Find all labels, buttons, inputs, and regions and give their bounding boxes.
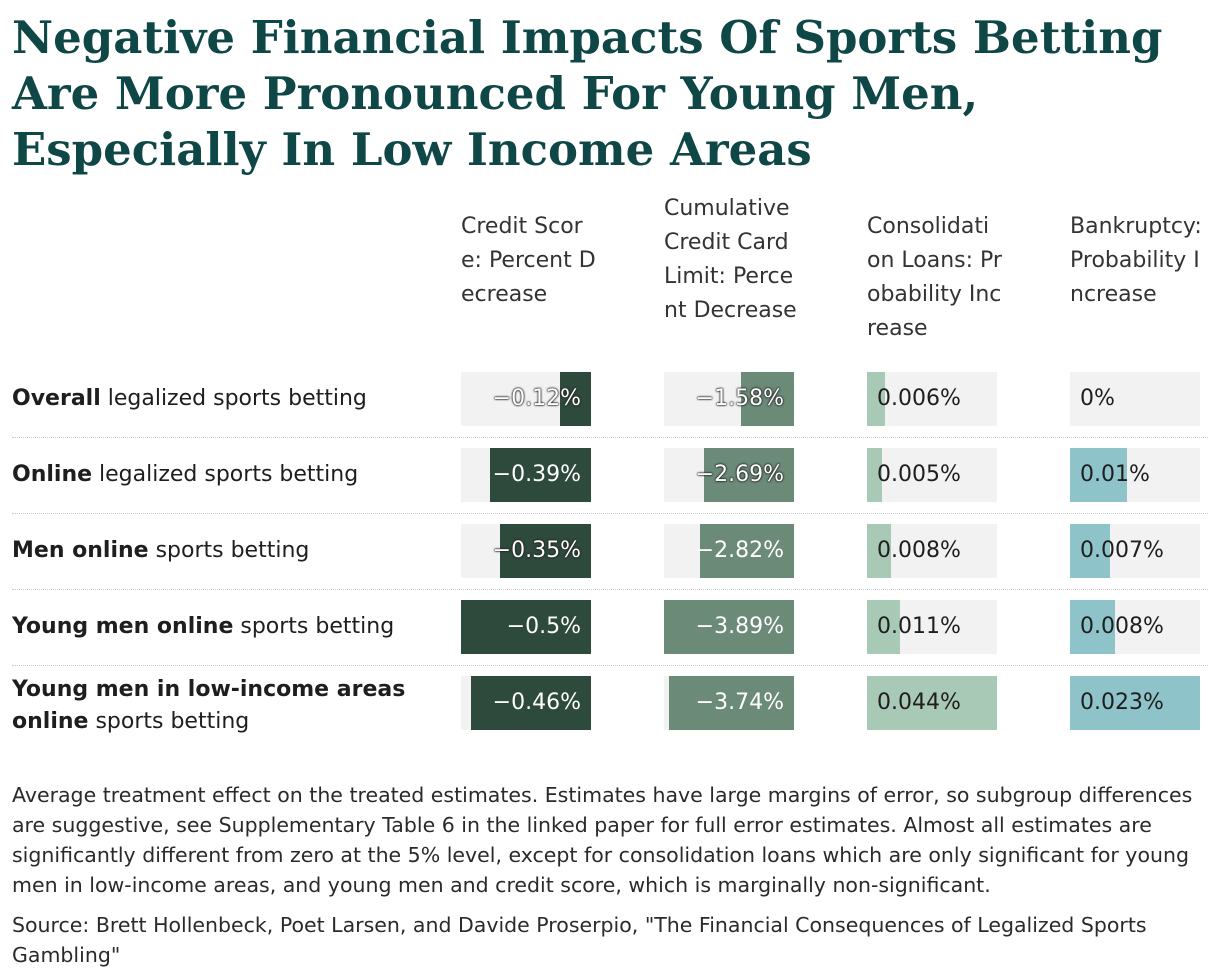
value-label: 0.01% [1080,462,1150,487]
source-note: Source: Brett Hollenbeck, Poet Larsen, a… [12,913,1147,967]
bar-credit_limit [704,448,794,502]
row-label-bold: Men online [12,538,149,563]
value-label: −1.58% [695,386,784,411]
row-label: Men online sports betting [12,535,452,567]
bar-credit_score [490,448,591,502]
cell-bankruptcy: 0.008% [1070,600,1200,654]
cell-credit_limit: −3.89% [664,600,794,654]
value-label: −0.46% [492,690,581,715]
cell-credit_score: −0.39% [461,448,591,502]
value-label: −2.69% [695,462,784,487]
cell-consolidation: 0.011% [867,600,997,654]
bar-credit_limit [741,372,794,426]
cell-bankruptcy: 0% [1070,372,1200,426]
bar-consolidation [867,600,900,654]
row-label-rest: sports betting [148,538,310,563]
cell-credit_limit: −2.82% [664,524,794,578]
value-label: 0% [1080,386,1115,411]
cell-credit_score: −0.46% [461,676,591,730]
cell-credit_limit: −1.58% [664,372,794,426]
bar-credit_score [461,600,591,654]
cell-credit_score: −0.35% [461,524,591,578]
row-separator [12,437,1208,438]
value-label: 0.007% [1080,538,1164,563]
cell-credit_limit: −2.69% [664,448,794,502]
row-label: Overall legalized sports betting [12,383,452,415]
row-label-bold: Overall [12,386,101,411]
row-separator [12,513,1208,514]
value-label: −0.5% [506,614,581,639]
row-label-bold: Online [12,462,93,487]
row-label-bold: Young men online [12,614,234,639]
value-label: −0.12% [492,386,581,411]
value-label: 0.005% [877,462,961,487]
row-label-rest: sports betting [88,709,250,734]
column-header-credit-score: Credit Score: Percent Decrease [461,214,596,307]
cell-consolidation: 0.005% [867,448,997,502]
bar-bankruptcy [1070,600,1115,654]
row-label-rest: sports betting [233,614,395,639]
cell-bankruptcy: 0.007% [1070,524,1200,578]
value-label: 0.011% [877,614,961,639]
cell-bankruptcy: 0.01% [1070,448,1200,502]
row-label: Young men online sports betting [12,611,452,643]
row-label: Online legalized sports betting [12,459,452,491]
row-label-rest: legalized sports betting [100,386,367,411]
cell-consolidation: 0.008% [867,524,997,578]
cell-credit_score: −0.12% [461,372,591,426]
column-header-bankruptcy: Bankruptcy: Probability Increase [1070,214,1202,307]
value-label: 0.006% [877,386,961,411]
bar-consolidation [867,372,885,426]
bar-consolidation [867,524,891,578]
footnote: Average treatment effect on the treated … [12,783,1193,897]
value-label: 0.044% [877,690,961,715]
value-label: −2.82% [695,538,784,563]
cell-bankruptcy: 0.023% [1070,676,1200,730]
bar-credit_limit [700,524,794,578]
value-label: 0.008% [1080,614,1164,639]
bar-credit_score [560,372,591,426]
cell-credit_score: −0.5% [461,600,591,654]
value-label: 0.023% [1080,690,1164,715]
cell-credit_limit: −3.74% [664,676,794,730]
bar-bankruptcy [1070,524,1110,578]
value-label: −3.74% [695,690,784,715]
row-separator [12,665,1208,666]
cell-consolidation: 0.006% [867,372,997,426]
bar-credit_score [471,676,591,730]
value-label: −0.39% [492,462,581,487]
row-label-rest: legalized sports betting [92,462,359,487]
row-label-bold: Young men in low-income areas online [12,677,406,734]
bar-consolidation [867,448,882,502]
column-header-consolidation-loans: Consolidation Loans: Probability Increas… [867,214,1002,341]
value-label: −3.89% [695,614,784,639]
bar-credit_limit [664,600,794,654]
bar-bankruptcy [1070,676,1200,730]
bar-consolidation [867,676,997,730]
row-label: Young men in low-income areas online spo… [12,674,452,738]
bar-credit_score [500,524,591,578]
row-separator [12,589,1208,590]
value-label: −0.35% [492,538,581,563]
bar-bankruptcy [1070,448,1127,502]
value-label: 0.008% [877,538,961,563]
cell-consolidation: 0.044% [867,676,997,730]
column-header-credit-limit: Cumulative Credit Card Limit: Percent De… [664,196,797,323]
bar-credit_limit [669,676,794,730]
chart-title: Negative Financial Impacts Of Sports Bet… [12,11,1163,176]
